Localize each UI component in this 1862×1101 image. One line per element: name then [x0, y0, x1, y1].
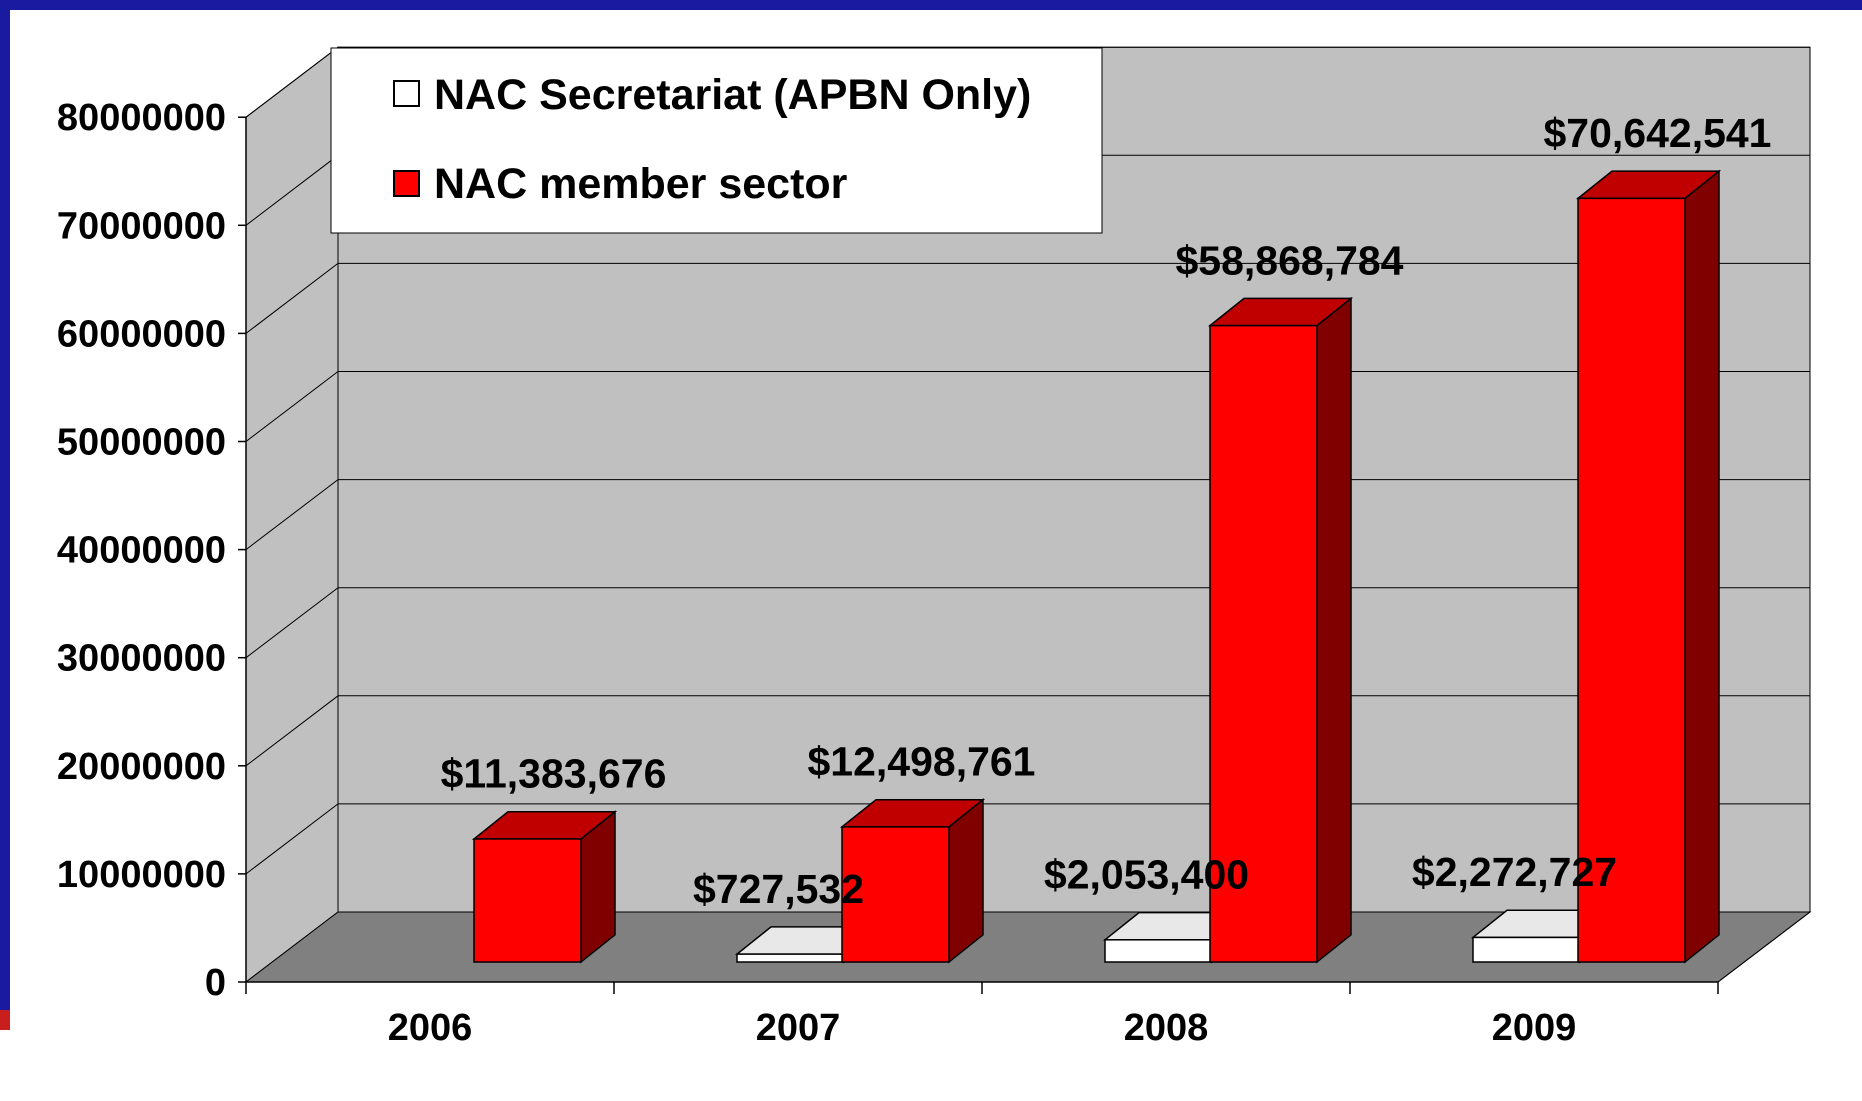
x-tick-label: 2007: [756, 1007, 841, 1049]
bar: [1209, 324, 1318, 963]
bar: [841, 826, 950, 963]
floor-edge: [1717, 911, 1811, 983]
x-tick-label: 2006: [388, 1007, 473, 1049]
gridline: [245, 262, 1810, 334]
bar-side: [1684, 169, 1720, 964]
legend-box: [330, 47, 1103, 234]
y-tick-label: 80000000: [57, 97, 226, 139]
data-label: $11,383,676: [441, 751, 667, 797]
data-label: $12,498,761: [807, 739, 1035, 785]
data-label: $727,532: [693, 866, 864, 912]
gridline: [245, 46, 1810, 118]
data-label: $2,272,727: [1412, 849, 1617, 895]
data-label: $2,053,400: [1044, 852, 1249, 898]
data-label: $58,868,784: [1175, 237, 1403, 283]
left-border: [0, 0, 10, 1010]
y-axis: 0 10000000 20000000 30000000 40000000 5000000…: [57, 97, 247, 1004]
data-labels: $11,383,676 $727,532 $12,498,761 $2,053,400…: [441, 110, 1772, 912]
bar: [736, 953, 845, 963]
y-tick-label: 10000000: [57, 854, 226, 896]
y-tick-label: 70000000: [57, 205, 226, 247]
slide-chrome: [0, 0, 1862, 1030]
bar-side: [1316, 296, 1352, 964]
bar: [473, 838, 582, 963]
y-tick-label: 30000000: [57, 638, 226, 680]
x-axis: 2006 2007 2008 2009: [245, 911, 1811, 1049]
bars: [471, 169, 1722, 964]
x-tick-label: 2008: [1124, 1007, 1209, 1049]
legend-swatch-member: [393, 170, 420, 197]
x-tick-label: 2009: [1492, 1007, 1577, 1049]
top-border: [0, 0, 1862, 10]
data-label: $70,642,541: [1543, 110, 1771, 156]
legend: NAC Secretariat (APBN Only) NAC member s…: [330, 47, 1103, 234]
bar: [1472, 936, 1581, 963]
legend-label-member: NAC member sector: [434, 160, 848, 208]
y-tick-label: 50000000: [57, 422, 226, 464]
y-tick-label: 40000000: [57, 530, 226, 572]
legend-label-secretariat: NAC Secretariat (APBN Only): [434, 71, 1031, 119]
y-tick-label: 20000000: [57, 746, 226, 788]
logo-fragment: [0, 1010, 10, 1030]
bar: [1577, 197, 1686, 963]
bar: [1104, 939, 1213, 963]
y-tick-label: 0: [205, 962, 226, 1004]
bar-side: [580, 810, 616, 964]
bar-side: [948, 798, 984, 964]
legend-swatch-secretariat: [393, 80, 420, 107]
y-tick-label: 60000000: [57, 313, 226, 355]
